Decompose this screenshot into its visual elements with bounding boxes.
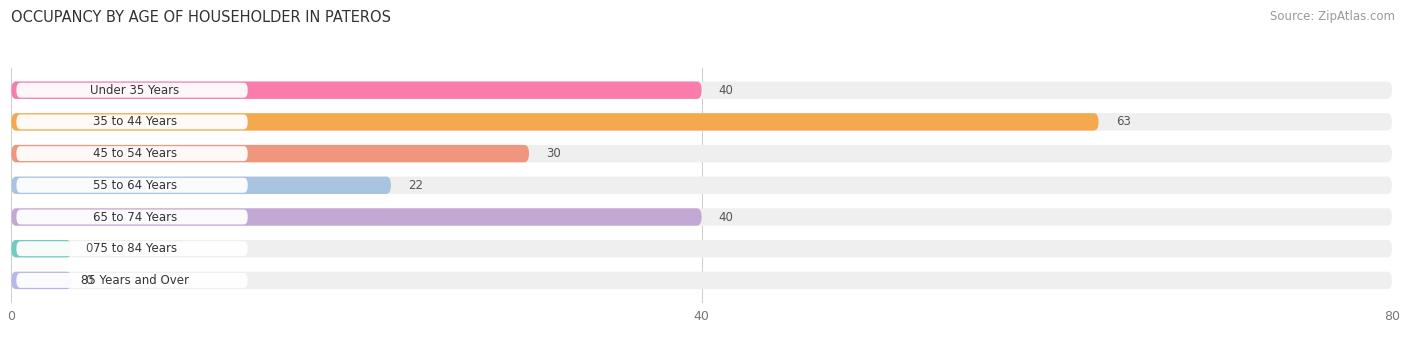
FancyBboxPatch shape — [11, 145, 529, 162]
FancyBboxPatch shape — [11, 240, 1392, 257]
FancyBboxPatch shape — [11, 145, 1392, 162]
Text: 0: 0 — [86, 274, 93, 287]
Text: 45 to 54 Years: 45 to 54 Years — [93, 147, 177, 160]
FancyBboxPatch shape — [17, 146, 247, 161]
FancyBboxPatch shape — [11, 113, 1392, 131]
FancyBboxPatch shape — [11, 208, 702, 226]
Text: Under 35 Years: Under 35 Years — [90, 84, 180, 97]
Text: 65 to 74 Years: 65 to 74 Years — [93, 210, 177, 223]
FancyBboxPatch shape — [17, 273, 247, 288]
FancyBboxPatch shape — [17, 178, 247, 193]
FancyBboxPatch shape — [11, 82, 1392, 99]
FancyBboxPatch shape — [11, 240, 72, 257]
Text: 35 to 44 Years: 35 to 44 Years — [93, 115, 177, 129]
Text: OCCUPANCY BY AGE OF HOUSEHOLDER IN PATEROS: OCCUPANCY BY AGE OF HOUSEHOLDER IN PATER… — [11, 10, 391, 25]
Text: 55 to 64 Years: 55 to 64 Years — [93, 179, 177, 192]
FancyBboxPatch shape — [11, 82, 702, 99]
Text: 40: 40 — [718, 84, 734, 97]
Text: 75 to 84 Years: 75 to 84 Years — [93, 242, 177, 255]
Text: 63: 63 — [1116, 115, 1130, 129]
FancyBboxPatch shape — [17, 241, 247, 256]
FancyBboxPatch shape — [11, 208, 1392, 226]
FancyBboxPatch shape — [11, 113, 1098, 131]
FancyBboxPatch shape — [17, 209, 247, 224]
Text: 30: 30 — [547, 147, 561, 160]
Text: Source: ZipAtlas.com: Source: ZipAtlas.com — [1270, 10, 1395, 23]
FancyBboxPatch shape — [11, 176, 391, 194]
FancyBboxPatch shape — [11, 272, 1392, 289]
FancyBboxPatch shape — [11, 176, 1392, 194]
Text: 22: 22 — [408, 179, 423, 192]
Text: 85 Years and Over: 85 Years and Over — [80, 274, 188, 287]
FancyBboxPatch shape — [17, 83, 247, 98]
FancyBboxPatch shape — [17, 115, 247, 129]
FancyBboxPatch shape — [11, 272, 72, 289]
Text: 40: 40 — [718, 210, 734, 223]
Text: 0: 0 — [86, 242, 93, 255]
